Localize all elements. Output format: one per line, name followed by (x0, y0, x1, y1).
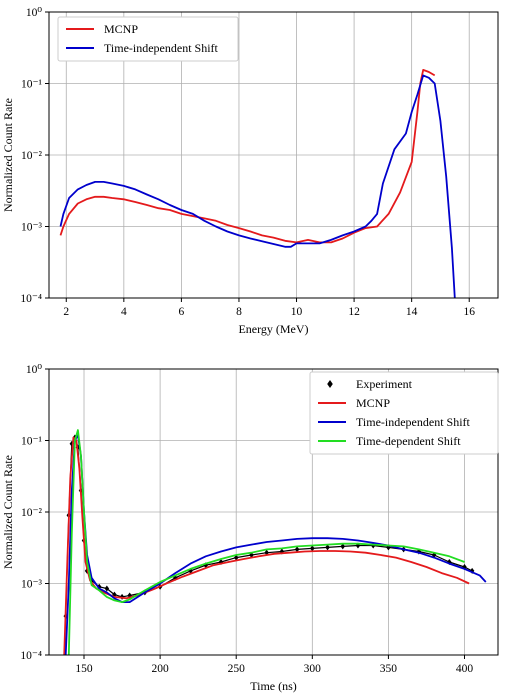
series-line-experiment (65, 436, 473, 617)
legend-frame (57, 16, 239, 62)
y-tick-label: 10⁻¹ (21, 79, 43, 91)
legend-label-mcnp: MCNP (356, 396, 390, 410)
series-point-experiment (104, 585, 110, 592)
chart-2: 150 200 250 300 350 400 10⁻⁴ 10⁻³ 10⁻² 10⁻¹ 10⁰ Tim… (1, 364, 499, 693)
y-tick-label: 10⁻³ (21, 579, 43, 591)
x-tick-label: 150 (75, 663, 93, 675)
x-tick-label: 16 (463, 306, 475, 318)
x-axis-label: Energy (MeV) (238, 322, 308, 336)
series-line-mcnp (63, 436, 470, 655)
legend-label-time-independent-shift: Time-independent Shift (356, 415, 471, 429)
series-point-experiment (325, 544, 330, 551)
x-tick-label: 2 (63, 306, 69, 318)
x-tick-label: 6 (179, 306, 185, 318)
x-tick-label: 4 (121, 306, 127, 318)
legend: MCNP Time-independent Shift (57, 16, 239, 62)
y-tick-label: 10⁻² (21, 150, 43, 162)
legend-label-time-independent-shift: Time-independent Shift (104, 41, 219, 55)
series-point-experiment (340, 543, 346, 550)
series-point-experiment (310, 545, 315, 552)
y-tick-label: 10⁰ (26, 364, 43, 376)
y-axis-label: Normalized Count Rate (1, 455, 15, 569)
y-tick-label: 10⁻⁴ (20, 650, 42, 662)
series-line-mcnp (59, 69, 436, 244)
y-tick-label: 10⁻³ (21, 222, 43, 234)
x-tick-label: 10 (291, 306, 303, 318)
x-tick-label: 300 (304, 663, 322, 675)
x-tick-label: 8 (236, 306, 242, 318)
x-tick-label: 200 (151, 663, 169, 675)
y-tick-label: 10⁻² (21, 507, 43, 519)
plot-area (63, 429, 487, 655)
series-line-time-independent-shift (59, 74, 456, 298)
plot-area (59, 69, 456, 298)
y-tick-label: 10⁰ (26, 7, 43, 19)
x-tick-label: 350 (380, 663, 398, 675)
x-tick-label: 250 (228, 663, 246, 675)
legend-label-experiment: Experiment (356, 377, 413, 391)
chart-1: 2 4 6 8 10 12 14 16 10⁻⁴ 10⁻³ 10⁻² 10⁻¹ 10⁰ Energy (M… (1, 7, 499, 336)
x-tick-label: 400 (456, 663, 474, 675)
x-axis-label: Time (ns) (250, 679, 297, 693)
legend-frame (309, 371, 499, 455)
series-line-time-independent-shift (64, 433, 487, 655)
series-line-time-dependent-shift (67, 429, 465, 655)
y-axis-label: Normalized Count Rate (1, 98, 15, 212)
series-point-experiment (294, 546, 300, 553)
x-tick-label: 12 (348, 306, 360, 318)
y-tick-label: 10⁻¹ (21, 436, 43, 448)
y-tick-label: 10⁻⁴ (20, 293, 42, 305)
legend-marker-experiment (327, 380, 333, 388)
legend: Experiment MCNP Time-independent Shift Time… (309, 371, 499, 455)
legend-label-time-dependent-shift: Time-dependent Shift (356, 434, 461, 448)
legend-label-mcnp: MCNP (104, 22, 138, 36)
x-tick-label: 14 (406, 306, 418, 318)
